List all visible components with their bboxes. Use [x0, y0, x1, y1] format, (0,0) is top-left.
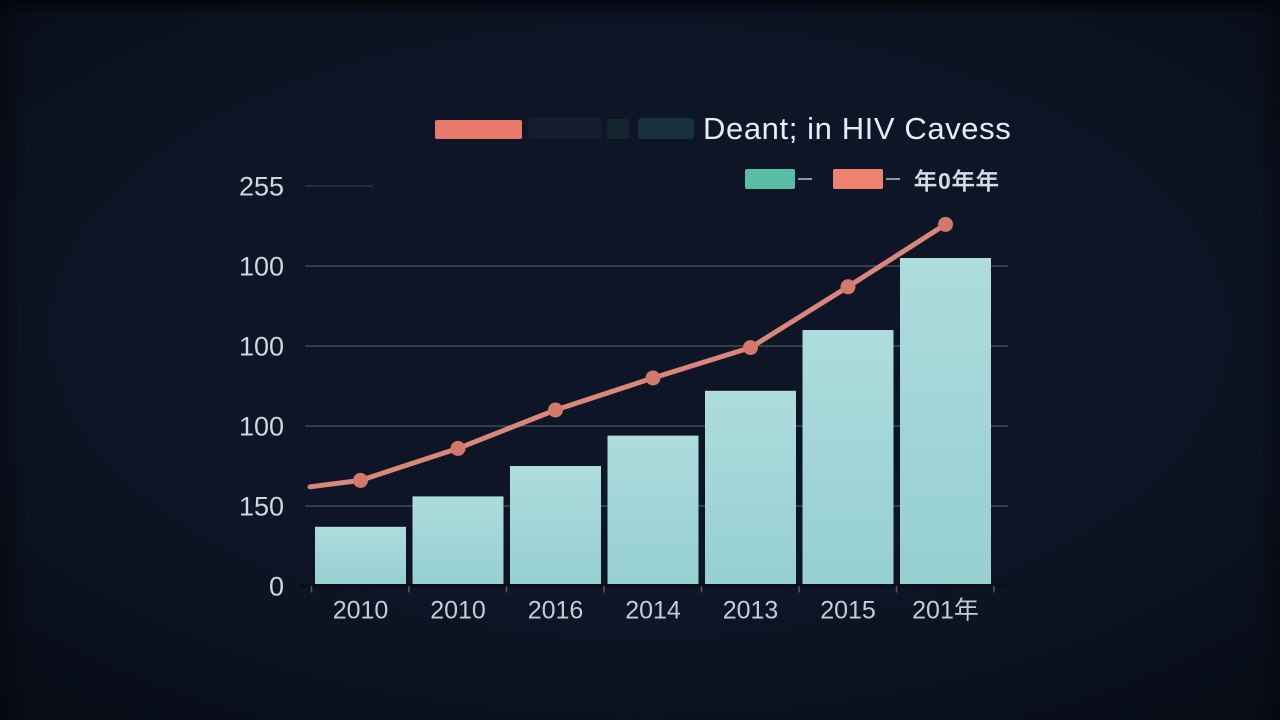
- x-axis-labels: 2010 2010 2016 2014 2013 2015 201年: [333, 597, 979, 625]
- line-point: [938, 216, 953, 232]
- header-salmon-bar: [435, 120, 522, 139]
- chart-title: Deant; in HIV Cavess: [703, 111, 1012, 146]
- line-point: [548, 402, 563, 418]
- line-series: [307, 216, 953, 490]
- x-axis-label: 2013: [723, 597, 779, 625]
- x-axis-label: 2014: [625, 597, 681, 625]
- x-axis-label: 2016: [528, 597, 584, 625]
- x-axis-line: [300, 583, 1008, 593]
- y-axis-labels: 255 100 100 100 150 0: [239, 172, 284, 602]
- y-axis-label: 100: [239, 252, 284, 282]
- legend-swatch-line: [833, 169, 883, 189]
- bar: [412, 496, 504, 586]
- line-point: [353, 472, 368, 488]
- bar: [510, 466, 601, 586]
- header-faded-bar: [528, 117, 602, 139]
- bar: [802, 330, 894, 586]
- y-axis-label: 0: [269, 572, 284, 602]
- y-axis-label: 100: [239, 412, 284, 442]
- bar: [315, 526, 406, 586]
- legend-dash: [798, 178, 812, 180]
- bars-series: [315, 258, 991, 586]
- header-teal-bar: [638, 118, 694, 139]
- line-point: [743, 340, 758, 356]
- trend-line: [307, 221, 948, 490]
- legend: 年0年年: [745, 166, 1000, 194]
- header-teal-chip: [607, 119, 629, 139]
- line-point: [645, 370, 661, 386]
- y-axis-label: 100: [239, 332, 284, 362]
- x-axis-label: 2010: [430, 597, 486, 625]
- bar: [705, 390, 796, 586]
- bar: [607, 435, 699, 586]
- line-point: [840, 279, 856, 295]
- line-point: [450, 440, 466, 456]
- y-axis-label: 150: [239, 492, 284, 522]
- x-axis-label: 201年: [912, 597, 979, 625]
- x-axis-label: 2010: [333, 597, 389, 625]
- x-axis-label: 2015: [820, 597, 876, 625]
- legend-swatch-bars: [745, 169, 795, 189]
- y-axis-label: 255: [239, 172, 284, 202]
- legend-label: 年0年年: [914, 168, 1000, 194]
- legend-dash: [886, 178, 900, 180]
- bar: [900, 258, 991, 586]
